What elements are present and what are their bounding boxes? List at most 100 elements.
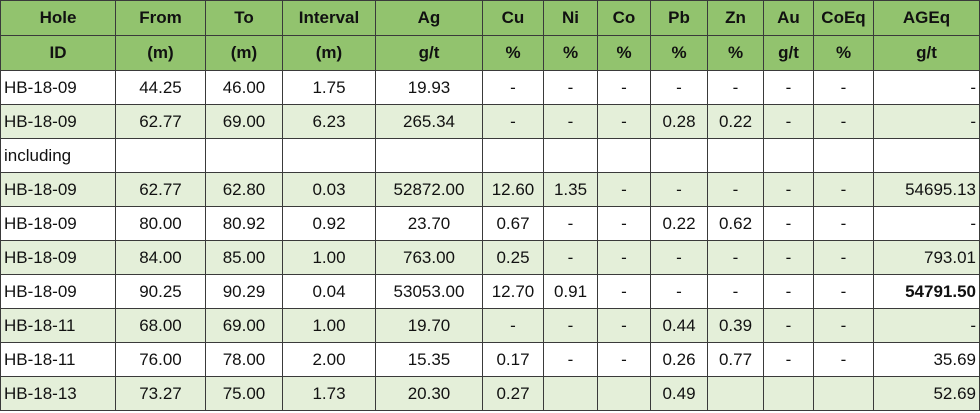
header-cell: % — [707, 35, 764, 71]
table-cell: 0.26 — [650, 342, 708, 377]
header-cell: Ni — [543, 0, 598, 36]
table-cell: 52872.00 — [375, 172, 483, 207]
table-cell: 12.60 — [482, 172, 544, 207]
table-cell: 54695.13 — [873, 172, 980, 207]
table-cell: 52.69 — [873, 376, 980, 411]
table-cell: - — [813, 70, 874, 105]
table-cell: HB-18-13 — [0, 376, 116, 411]
table-cell: 80.00 — [115, 206, 206, 241]
table-cell — [597, 138, 651, 173]
table-cell: - — [763, 308, 814, 343]
table-cell: - — [482, 104, 544, 139]
table-cell: - — [873, 70, 980, 105]
table-cell: - — [650, 274, 708, 309]
header-cell: Cu — [482, 0, 544, 36]
table-cell — [482, 138, 544, 173]
header-cell: (m) — [205, 35, 283, 71]
header-cell: Interval — [282, 0, 376, 36]
header-cell: g/t — [375, 35, 483, 71]
table-cell: - — [597, 70, 651, 105]
table-cell: 78.00 — [205, 342, 283, 377]
table-cell: 0.62 — [707, 206, 764, 241]
table-cell: 53053.00 — [375, 274, 483, 309]
table-cell: - — [650, 70, 708, 105]
header-cell: g/t — [873, 35, 980, 71]
table-cell: - — [650, 240, 708, 275]
table-cell: 2.00 — [282, 342, 376, 377]
table-cell: - — [707, 274, 764, 309]
table-cell: HB-18-09 — [0, 70, 116, 105]
table-cell: 46.00 — [205, 70, 283, 105]
table-cell: 73.27 — [115, 376, 206, 411]
table-cell — [707, 376, 764, 411]
table-cell: 68.00 — [115, 308, 206, 343]
table-row: HB-18-09 44.25 46.00 1.75 19.93- - - - - - - - — [0, 70, 980, 105]
table-cell: 85.00 — [205, 240, 283, 275]
header-cell: To — [205, 0, 283, 36]
table-cell: - — [763, 342, 814, 377]
table-cell — [543, 376, 598, 411]
table-cell: 23.70 — [375, 206, 483, 241]
table-cell: - — [763, 104, 814, 139]
table-cell: 0.27 — [482, 376, 544, 411]
table-cell: 0.03 — [282, 172, 376, 207]
table-row: HB-18-09 62.77 69.00 6.23 265.34- - -0.28 0.22-… — [0, 104, 980, 139]
table-cell: - — [873, 308, 980, 343]
table-cell: - — [707, 172, 764, 207]
table-header: Hole From To Interval Ag Cu Ni Co Pb Zn Au CoEq AGEq… — [0, 0, 980, 71]
table-cell: - — [873, 206, 980, 241]
header-cell: % — [597, 35, 651, 71]
table-row: HB-18-13 73.27 75.00 1.73 20.30 0.27 0.49 52.69 — [0, 376, 980, 411]
header-cell: % — [543, 35, 598, 71]
header-cell: Hole — [0, 0, 116, 36]
table-cell: - — [813, 172, 874, 207]
table-cell: 0.44 — [650, 308, 708, 343]
table-row: HB-18-09 62.77 62.80 0.03 52872.00 12.60 1.35-… — [0, 172, 980, 207]
table-cell: HB-18-11 — [0, 342, 116, 377]
table-cell — [813, 138, 874, 173]
table-cell: 76.00 — [115, 342, 206, 377]
table-cell — [763, 138, 814, 173]
header-cell: (m) — [115, 35, 206, 71]
table-cell: 90.29 — [205, 274, 283, 309]
table-cell: - — [650, 172, 708, 207]
table-cell: 62.80 — [205, 172, 283, 207]
table-cell: - — [543, 206, 598, 241]
table-cell: - — [813, 240, 874, 275]
table-cell: - — [543, 308, 598, 343]
header-cell: From — [115, 0, 206, 36]
table-cell — [115, 138, 206, 173]
header-cell: % — [650, 35, 708, 71]
table-cell: 0.25 — [482, 240, 544, 275]
table-cell: 1.75 — [282, 70, 376, 105]
table-cell: - — [813, 308, 874, 343]
table-cell: 0.17 — [482, 342, 544, 377]
table-row: HB-18-09 90.25 90.29 0.04 53053.00 12.70 0.91-… — [0, 274, 980, 309]
table-cell: HB-18-09 — [0, 172, 116, 207]
table-cell: 0.28 — [650, 104, 708, 139]
header-cell: AGEq — [873, 0, 980, 36]
table-cell: - — [707, 70, 764, 105]
table-cell: HB-18-09 — [0, 206, 116, 241]
table-cell: - — [597, 342, 651, 377]
table-row: HB-18-09 80.00 80.92 0.92 23.70 0.67- -0.22 0.6… — [0, 206, 980, 241]
table-cell: 793.01 — [873, 240, 980, 275]
table-cell: 0.04 — [282, 274, 376, 309]
table-cell: - — [813, 274, 874, 309]
table-cell: HB-18-11 — [0, 308, 116, 343]
header-cell: g/t — [763, 35, 814, 71]
table-cell: 20.30 — [375, 376, 483, 411]
table-cell: 1.00 — [282, 240, 376, 275]
table-cell: - — [482, 70, 544, 105]
table-cell: 80.92 — [205, 206, 283, 241]
table-cell: 0.77 — [707, 342, 764, 377]
table-cell — [763, 376, 814, 411]
table-cell: - — [763, 274, 814, 309]
header-cell: (m) — [282, 35, 376, 71]
table-cell: 0.39 — [707, 308, 764, 343]
table-cell: HB-18-09 — [0, 274, 116, 309]
table-cell: 19.70 — [375, 308, 483, 343]
header-cell: CoEq — [813, 0, 874, 36]
table-cell: 90.25 — [115, 274, 206, 309]
